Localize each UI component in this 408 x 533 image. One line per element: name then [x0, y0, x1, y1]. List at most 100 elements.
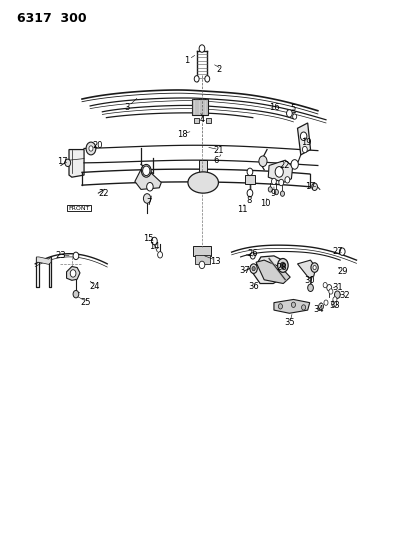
Circle shape [199, 261, 205, 269]
Polygon shape [274, 300, 310, 313]
Circle shape [73, 290, 79, 298]
Text: 32: 32 [339, 291, 350, 300]
Circle shape [302, 305, 306, 310]
Circle shape [144, 168, 148, 173]
Text: 35: 35 [284, 318, 295, 327]
Circle shape [86, 142, 96, 155]
Circle shape [327, 285, 332, 291]
Circle shape [279, 179, 284, 185]
Bar [193, 246, 211, 256]
Polygon shape [252, 256, 284, 284]
Polygon shape [256, 260, 290, 284]
Circle shape [142, 165, 151, 177]
Circle shape [329, 289, 333, 294]
Circle shape [312, 183, 317, 190]
Circle shape [333, 297, 337, 302]
Text: 31: 31 [332, 283, 343, 292]
Circle shape [311, 263, 318, 272]
Text: 26: 26 [248, 249, 258, 258]
Text: FRONT: FRONT [69, 206, 90, 211]
Circle shape [285, 176, 290, 183]
Circle shape [280, 191, 284, 196]
Circle shape [324, 300, 328, 305]
Bar [195, 255, 210, 264]
Polygon shape [297, 260, 316, 278]
Text: 14: 14 [149, 242, 160, 251]
Circle shape [319, 303, 324, 310]
Text: 22: 22 [279, 161, 290, 170]
Text: 4: 4 [200, 115, 204, 124]
Text: 25: 25 [81, 298, 91, 307]
Text: 3: 3 [124, 102, 129, 111]
Circle shape [70, 270, 76, 277]
Text: 6317  300: 6317 300 [17, 12, 86, 26]
Text: 23: 23 [55, 252, 66, 260]
Text: 21: 21 [213, 146, 224, 155]
Text: 6: 6 [213, 156, 219, 165]
Bar [199, 160, 207, 173]
Text: 13: 13 [210, 257, 221, 265]
Circle shape [247, 189, 253, 197]
Text: 9: 9 [271, 189, 276, 198]
Circle shape [143, 166, 150, 175]
Ellipse shape [188, 172, 218, 193]
Circle shape [308, 284, 313, 292]
Circle shape [146, 182, 153, 191]
Text: 10: 10 [260, 199, 270, 208]
Circle shape [277, 259, 288, 272]
Text: 19: 19 [301, 138, 312, 147]
Text: 1: 1 [184, 56, 190, 65]
Polygon shape [268, 160, 293, 182]
Circle shape [251, 253, 255, 259]
Text: 17: 17 [305, 182, 316, 191]
Circle shape [199, 45, 205, 52]
Circle shape [332, 301, 337, 307]
Polygon shape [297, 123, 310, 155]
Circle shape [250, 264, 257, 273]
Circle shape [157, 252, 162, 258]
Polygon shape [67, 266, 80, 280]
Text: 2: 2 [217, 66, 222, 74]
Circle shape [278, 304, 282, 309]
Text: 17: 17 [57, 157, 68, 166]
Bar [192, 99, 208, 115]
Circle shape [302, 147, 307, 153]
Circle shape [259, 156, 267, 166]
Circle shape [335, 291, 340, 298]
Circle shape [65, 159, 71, 166]
Circle shape [339, 248, 345, 255]
Circle shape [291, 302, 295, 308]
Text: 30: 30 [304, 276, 315, 285]
Polygon shape [69, 150, 84, 177]
Circle shape [271, 178, 276, 184]
Text: 11: 11 [237, 205, 248, 214]
Circle shape [73, 252, 79, 260]
Text: 15: 15 [143, 234, 153, 243]
Text: 20: 20 [92, 141, 103, 150]
Text: 29: 29 [337, 268, 348, 276]
Text: 22: 22 [99, 189, 109, 198]
Circle shape [89, 146, 93, 151]
Text: 8: 8 [246, 196, 251, 205]
Circle shape [291, 160, 298, 169]
Bar [245, 174, 255, 184]
Circle shape [323, 282, 327, 288]
Circle shape [151, 237, 157, 245]
Circle shape [300, 132, 307, 141]
Circle shape [247, 168, 253, 175]
Circle shape [144, 193, 151, 203]
Text: 27: 27 [333, 247, 344, 256]
Polygon shape [135, 165, 161, 189]
Circle shape [274, 189, 278, 195]
Text: 16: 16 [268, 102, 279, 111]
Text: 36: 36 [248, 282, 259, 291]
Circle shape [205, 76, 210, 82]
Text: 5: 5 [291, 103, 296, 112]
Circle shape [280, 262, 285, 269]
Circle shape [313, 265, 316, 270]
Circle shape [268, 187, 272, 192]
Text: 18: 18 [177, 130, 188, 139]
Circle shape [194, 76, 199, 82]
Polygon shape [36, 257, 51, 264]
Circle shape [252, 266, 255, 271]
